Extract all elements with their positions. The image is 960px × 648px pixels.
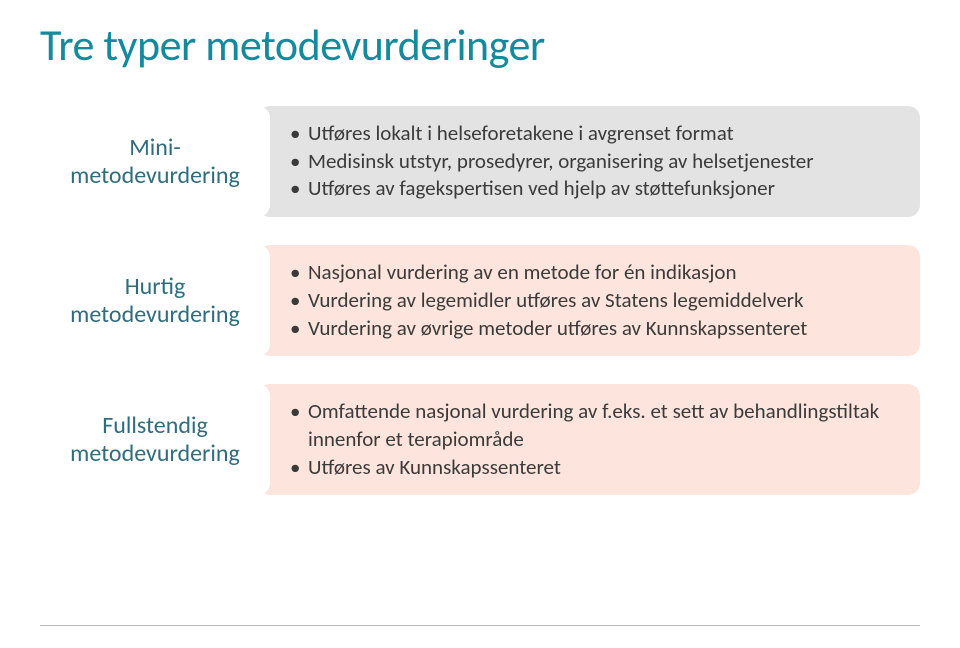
bullet-item: Omfattende nasjonal vurdering av f.eks. … bbox=[290, 398, 900, 453]
row-label-box: Hurtig metodevurdering bbox=[40, 245, 270, 356]
bullet-list: Omfattende nasjonal vurdering av f.eks. … bbox=[290, 398, 900, 481]
bullet-item: Utføres lokalt i helseforetakene i avgre… bbox=[290, 120, 900, 148]
row: Fullstendig metodevurdering Omfattende na… bbox=[40, 384, 920, 495]
bullet-item: Utføres av Kunnskapssenteret bbox=[290, 454, 900, 482]
bullet-item: Nasjonal vurdering av en metode for én i… bbox=[290, 259, 900, 287]
bullet-list: Utføres lokalt i helseforetakene i avgre… bbox=[290, 120, 900, 203]
row: Hurtig metodevurdering Nasjonal vurdering… bbox=[40, 245, 920, 356]
bullet-item: Medisinsk utstyr, prosedyrer, organiseri… bbox=[290, 148, 900, 176]
rows-container: Mini- metodevurdering Utføres lokalt i he… bbox=[40, 106, 920, 495]
row: Mini- metodevurdering Utføres lokalt i he… bbox=[40, 106, 920, 217]
bullet-item: Vurdering av legemidler utføres av State… bbox=[290, 287, 900, 315]
row-label-box: Mini- metodevurdering bbox=[40, 106, 270, 217]
bullet-item: Vurdering av øvrige metoder utføres av K… bbox=[290, 315, 900, 343]
row-bullets-box: Utføres lokalt i helseforetakene i avgre… bbox=[258, 106, 920, 217]
row-bullets-box: Omfattende nasjonal vurdering av f.eks. … bbox=[258, 384, 920, 495]
bullet-list: Nasjonal vurdering av en metode for én i… bbox=[290, 259, 900, 342]
bullet-item: Utføres av fagekspertisen ved hjelp av s… bbox=[290, 175, 900, 203]
footer-divider bbox=[40, 625, 920, 626]
row-label-box: Fullstendig metodevurdering bbox=[40, 384, 270, 495]
row-bullets-box: Nasjonal vurdering av en metode for én i… bbox=[258, 245, 920, 356]
page-title: Tre typer metodevurderinger bbox=[40, 18, 920, 72]
row-label: Hurtig metodevurdering bbox=[70, 273, 240, 328]
row-label: Mini- metodevurdering bbox=[70, 134, 240, 189]
row-label: Fullstendig metodevurdering bbox=[70, 412, 240, 467]
